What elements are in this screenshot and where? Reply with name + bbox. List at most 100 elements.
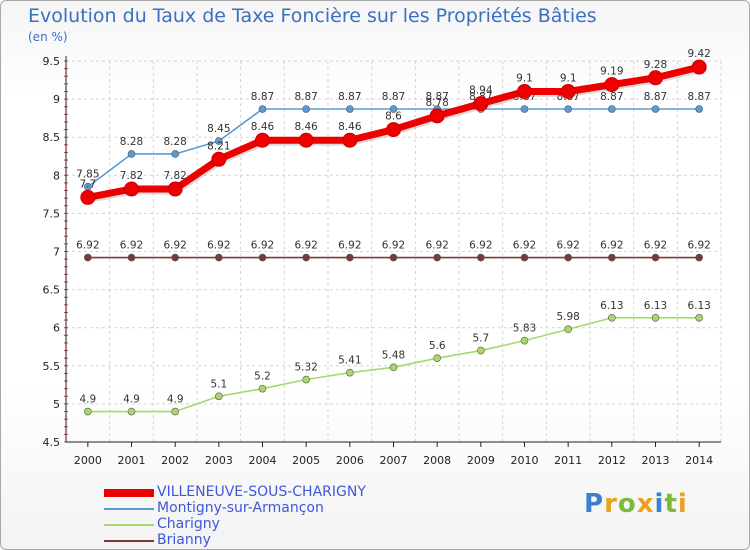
data-point (692, 60, 706, 74)
y-tick-label: 7.5 (43, 207, 61, 220)
data-label: 8.87 (644, 91, 667, 103)
data-label: 6.92 (425, 240, 448, 252)
legend-swatch (104, 489, 154, 497)
data-point (84, 254, 91, 261)
data-label: 8.87 (294, 91, 317, 103)
data-point (128, 408, 135, 415)
logo-letter: o (618, 489, 637, 519)
y-tick-label: 5.5 (43, 360, 61, 373)
x-tick-label: 2003 (205, 454, 233, 467)
data-point (652, 254, 659, 261)
data-label: 8.87 (382, 91, 405, 103)
x-tick-label: 2000 (74, 454, 102, 467)
data-label: 6.92 (251, 240, 274, 252)
data-label: 7.82 (120, 170, 143, 182)
data-point (346, 106, 353, 113)
y-tick-label: 6 (53, 322, 60, 335)
data-point (84, 408, 91, 415)
data-point (259, 385, 266, 392)
data-label: 6.13 (600, 300, 623, 312)
data-point (212, 152, 226, 166)
data-point (696, 254, 703, 261)
data-point (477, 347, 484, 354)
data-point (565, 106, 572, 113)
data-label: 5.1 (210, 378, 227, 390)
line-chart: 4.555.566.577.588.599.52000 2001 2002 2003 2… (1, 1, 750, 550)
data-point (343, 133, 357, 147)
data-label: 9.19 (600, 66, 623, 78)
data-label: 6.92 (76, 240, 99, 252)
logo-letter: i (655, 489, 665, 519)
data-label: 5.7 (472, 333, 489, 345)
legend-label: VILLENEUVE-SOUS-CHARIGNY (157, 484, 366, 500)
logo-letter: t (664, 489, 677, 519)
data-point (346, 254, 353, 261)
data-point (696, 314, 703, 321)
data-label: 6.92 (382, 240, 405, 252)
data-label: 8.87 (600, 91, 623, 103)
data-point (565, 254, 572, 261)
y-tick-label: 8 (53, 169, 60, 182)
data-label: 6.92 (469, 240, 492, 252)
data-point (608, 106, 615, 113)
data-label: 8.87 (251, 91, 274, 103)
data-label: 6.92 (600, 240, 623, 252)
data-label: 6.92 (338, 240, 361, 252)
data-point (565, 326, 572, 333)
data-label: 4.9 (123, 394, 140, 406)
x-tick-label: 2004 (249, 454, 277, 467)
data-point (168, 182, 182, 196)
data-label: 8.87 (687, 91, 710, 103)
logo-letter: r (604, 489, 618, 519)
x-tick-label: 2006 (336, 454, 364, 467)
data-label: 7.7 (79, 178, 96, 190)
data-point (128, 150, 135, 157)
legend-swatch (104, 540, 154, 542)
data-point (561, 84, 575, 98)
data-point (346, 369, 353, 376)
x-tick-label: 2012 (598, 454, 626, 467)
logo-letter: x (637, 489, 655, 519)
data-label: 6.92 (687, 240, 710, 252)
data-point (696, 106, 703, 113)
data-label: 8.87 (338, 91, 361, 103)
data-label: 6.92 (644, 240, 667, 252)
chart-frame: Evolution du Taux de Taxe Foncière sur l… (0, 0, 750, 550)
x-tick-label: 2009 (467, 454, 495, 467)
legend-label: Montigny-sur-Armançon (157, 500, 324, 516)
data-label: 9.1 (516, 72, 533, 84)
data-label: 5.6 (429, 340, 446, 352)
data-point (608, 314, 615, 321)
data-label: 8.28 (120, 136, 143, 148)
data-point (521, 254, 528, 261)
data-point (172, 150, 179, 157)
data-point (518, 84, 532, 98)
data-point (430, 109, 444, 123)
x-tick-label: 2002 (161, 454, 189, 467)
data-point (605, 78, 619, 92)
data-point (477, 254, 484, 261)
logo-letter: P (584, 489, 604, 519)
data-label: 9.28 (644, 59, 667, 71)
legend-swatch (104, 508, 154, 510)
y-tick-label: 6.5 (43, 284, 61, 297)
data-label: 8.46 (251, 121, 275, 133)
data-label: 8.28 (163, 136, 186, 148)
data-label: 8.46 (338, 121, 362, 133)
data-label: 6.13 (687, 300, 710, 312)
y-tick-label: 9.5 (43, 55, 61, 68)
data-point (434, 355, 441, 362)
x-tick-label: 2010 (511, 454, 539, 467)
data-label: 7.82 (163, 170, 186, 182)
data-point (649, 71, 663, 85)
data-label: 6.92 (556, 240, 579, 252)
data-label: 6.92 (294, 240, 317, 252)
data-point (434, 254, 441, 261)
data-label: 5.2 (254, 371, 271, 383)
data-point (521, 106, 528, 113)
logo-letter: i (678, 489, 688, 519)
data-point (390, 254, 397, 261)
data-label: 5.41 (338, 355, 361, 367)
data-point (172, 408, 179, 415)
legend-label: Charigny (157, 516, 220, 532)
